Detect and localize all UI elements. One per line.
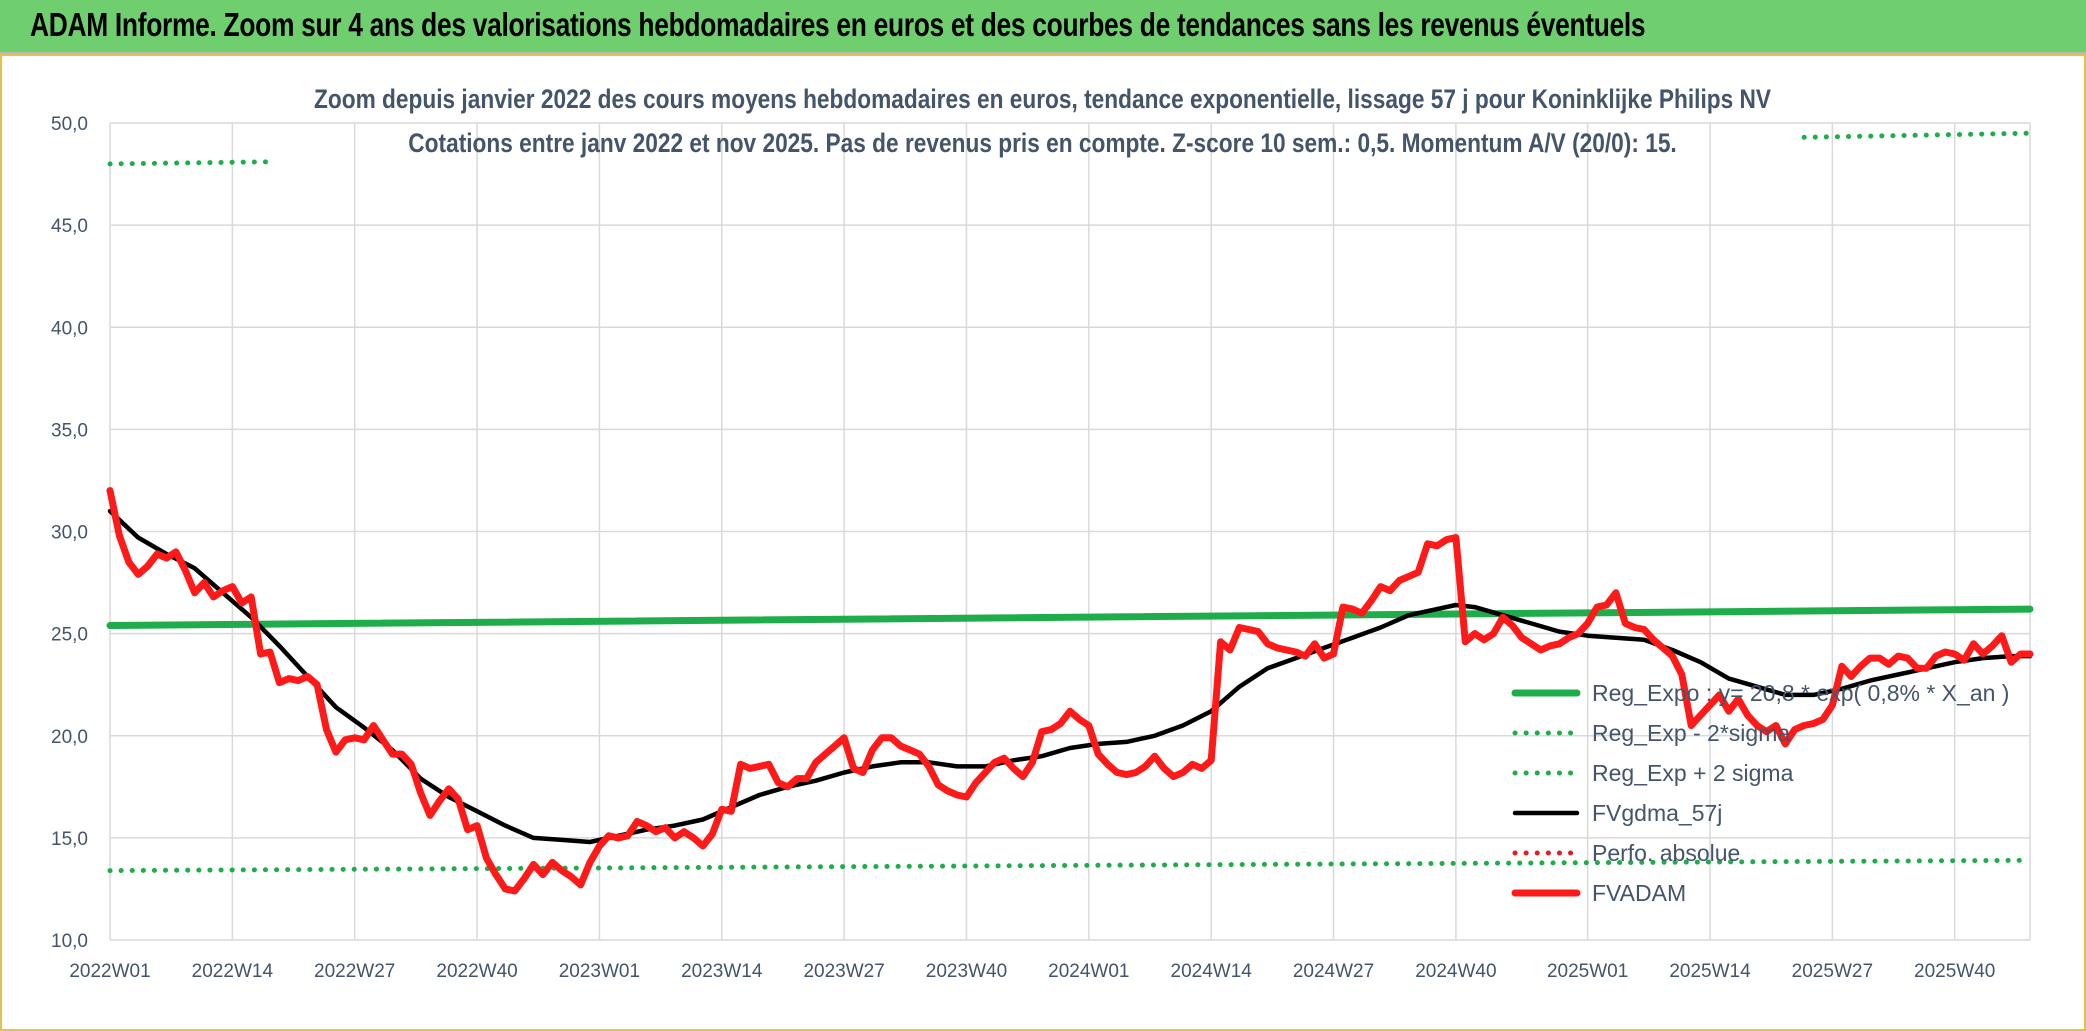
x-tick-label: 2022W27	[314, 961, 395, 982]
x-tick-label: 2025W27	[1792, 961, 1873, 982]
series-line-fvgdma-57j	[107, 508, 2033, 845]
series-line-reg-exp-2-sigma	[107, 857, 2033, 874]
legend: Reg_Expo : y= 20,8 * exp( 0,8% * X_an ) R…	[1511, 680, 2009, 906]
y-tick-label: 20,0	[51, 727, 88, 748]
report-banner: ADAM Informe. Zoom sur 4 ans des valoris…	[0, 0, 2086, 54]
y-tick-label: 15,0	[51, 829, 88, 850]
x-tick-label: 2024W01	[1048, 961, 1129, 982]
x-tick-label: 2023W27	[803, 961, 884, 982]
legend-label-perfo-absolue: Perfo. absolue	[1592, 840, 1740, 866]
chart-frame	[0, 54, 2086, 1031]
x-tick-label: 2023W01	[559, 961, 640, 982]
legend-label-reg-exp-2-sigma: Reg_Exp + 2 sigma	[1592, 760, 1794, 786]
x-tick-label: 2025W14	[1669, 961, 1751, 982]
series-line-reg-exp-2-sigma-right	[1801, 130, 2033, 140]
legend-label-reg-exp-2-sigma: Reg_Exp - 2*sigma	[1592, 720, 1790, 746]
legend-label-reg-expo-y-20-8-exp-0-8-x-an: Reg_Expo : y= 20,8 * exp( 0,8% * X_an )	[1592, 680, 2009, 706]
x-tick-label: 2023W14	[681, 961, 763, 982]
axes: 10,0 15,0 20,0 25,0 30,0 35,0 40,0 45,0 50,0 2022…	[51, 114, 1995, 982]
x-tick-label: 2024W14	[1171, 961, 1253, 982]
y-tick-label: 25,0	[51, 625, 88, 646]
legend-label-fvadam: FVADAM	[1592, 880, 1686, 906]
series-line-fvadam	[106, 487, 2034, 895]
x-tick-label: 2024W27	[1293, 961, 1374, 982]
y-tick-label: 50,0	[51, 114, 88, 135]
grid	[109, 122, 2031, 941]
y-tick-label: 10,0	[51, 931, 88, 952]
banner-title: ADAM Informe. Zoom sur 4 ans des valoris…	[30, 6, 1646, 43]
series-layer	[106, 130, 2034, 895]
y-tick-label: 45,0	[51, 216, 88, 237]
x-tick-label: 2022W01	[69, 961, 150, 982]
y-tick-label: 30,0	[51, 523, 88, 544]
legend-label-fvgdma-57j: FVgdma_57j	[1592, 800, 1722, 826]
series-line-reg-expo-y-20-8-exp-0-8-x-an	[106, 605, 2034, 629]
x-tick-label: 2022W14	[192, 961, 274, 982]
chart-subtitle-line-1: Zoom depuis janvier 2022 des cours moyen…	[314, 84, 1772, 114]
x-tick-label: 2025W40	[1914, 961, 1995, 982]
y-tick-label: 35,0	[51, 420, 88, 441]
x-tick-label: 2024W40	[1415, 961, 1496, 982]
chart-subtitle-line-2: Cotations entre janv 2022 et nov 2025. P…	[408, 128, 1677, 158]
x-tick-label: 2023W40	[926, 961, 1007, 982]
x-tick-label: 2025W01	[1547, 961, 1628, 982]
y-tick-label: 40,0	[51, 318, 88, 339]
series-line-reg-exp-2-sigma	[107, 159, 273, 167]
x-tick-label: 2022W40	[436, 961, 517, 982]
